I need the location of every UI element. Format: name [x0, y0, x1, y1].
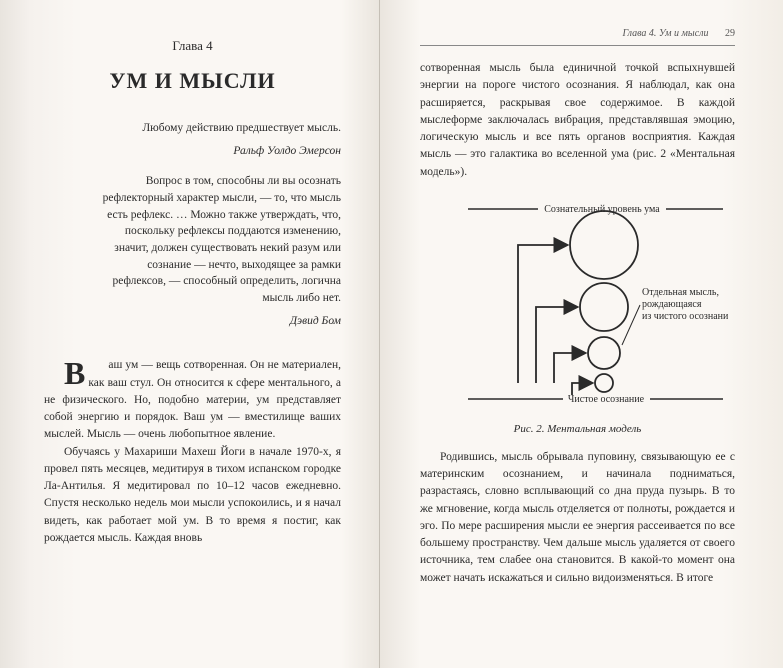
header-rule [420, 45, 735, 46]
diagram-label-bottom: Чистое осознание [567, 394, 644, 405]
label-leader-line [622, 305, 640, 345]
thought-circle-largest [570, 211, 638, 279]
epigraph-1: Любому действию предшествует мысль. Раль… [44, 120, 341, 159]
running-head-text: Глава 4. Ум и мысли [623, 28, 709, 39]
body-paragraph: Обучаясь у Махариши Махеш Йоги в начале … [44, 444, 341, 548]
thought-circle-small [595, 374, 613, 392]
body-paragraph: сотворенная мысль была единичной точкой … [420, 60, 735, 181]
diagram-label-top: Сознательный уровень ума [544, 204, 660, 215]
arrow-path [554, 353, 584, 383]
thought-circle-large [580, 283, 628, 331]
epigraph-attrib: Дэвид Бом [94, 313, 341, 330]
diagram-label-mid: Отдельная мысль, рождающаяся из чистого … [642, 287, 728, 322]
book-right-page: Глава 4. Ум и мысли 29 сотворенная мысль… [380, 0, 783, 668]
page-number: 29 [725, 28, 735, 39]
chapter-title: УМ И МЫСЛИ [44, 68, 341, 94]
body-paragraph: Ваш ум — вещь сотворенная. Он не материа… [44, 357, 341, 443]
figure-caption: Рис. 2. Ментальная модель [420, 423, 735, 435]
mental-model-figure: Сознательный уровень ума Отдельная мысль… [420, 195, 735, 413]
body-paragraph: Родившись, мысль обрывала пуповину, связ… [420, 449, 735, 587]
epigraph-2: Вопрос в том, способны ли вы осознать ре… [44, 173, 341, 329]
thought-circle-medium [588, 337, 620, 369]
arrow-path [536, 307, 576, 383]
mental-model-diagram: Сознательный уровень ума Отдельная мысль… [428, 195, 728, 413]
book-left-page: Глава 4 УМ И МЫСЛИ Любому действию предш… [0, 0, 380, 668]
arrow-path [518, 245, 566, 383]
running-head: Глава 4. Ум и мысли 29 [420, 28, 735, 39]
epigraph-attrib: Ральф Уолдо Эмерсон [94, 143, 341, 160]
epigraph-text: Вопрос в том, способны ли вы осознать ре… [103, 175, 341, 304]
epigraph-text: Любому действию предшествует мысль. [142, 122, 341, 134]
chapter-label: Глава 4 [44, 38, 341, 54]
